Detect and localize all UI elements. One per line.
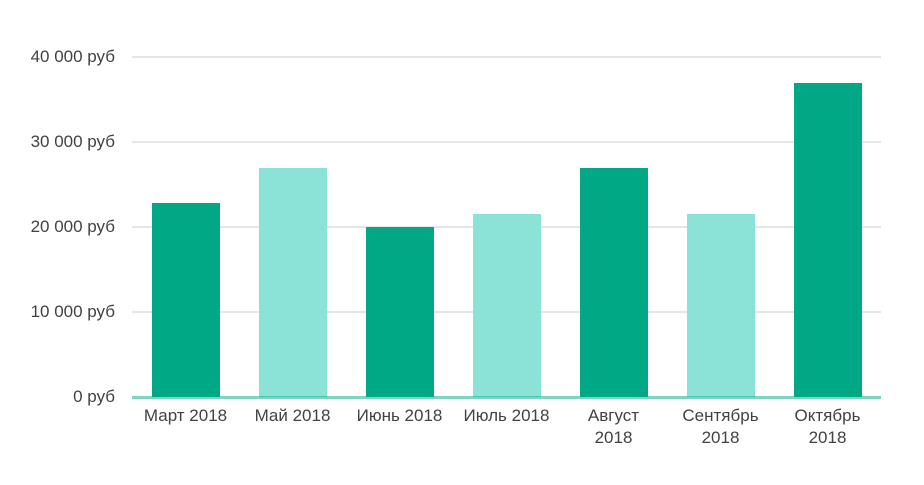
x-axis-tick-label: Март 2018 xyxy=(132,405,239,427)
x-axis-tick-label-line: Июль 2018 xyxy=(463,406,550,425)
x-axis-tick-label-line: Октябрь xyxy=(794,406,861,425)
bar-6[interactable] xyxy=(686,214,755,397)
x-axis: Март 2018 Май 2018 Июнь 2018 Июль 2018 Авгус… xyxy=(132,405,881,455)
x-axis-tick-label: Октябрь 2018 xyxy=(774,405,881,449)
plot-area xyxy=(132,56,881,399)
bar-4[interactable] xyxy=(472,214,541,397)
y-axis-tick-label: 20 000 руб xyxy=(30,217,115,236)
y-axis-tick-label: 30 000 руб xyxy=(30,132,115,151)
x-axis-tick-label-line: Июнь 2018 xyxy=(356,406,443,425)
y-axis-tick-label: 40 000 руб xyxy=(30,47,115,66)
x-axis-tick-label-line: Март 2018 xyxy=(143,406,228,425)
x-axis-line xyxy=(132,396,881,399)
y-axis: 40 000 руб 30 000 руб 20 000 руб 10 000 руб… xyxy=(0,47,115,406)
bar-2[interactable] xyxy=(258,167,327,397)
bar-3[interactable] xyxy=(365,227,434,397)
gridline xyxy=(132,141,881,143)
y-axis-tick-label: 10 000 руб xyxy=(30,302,115,321)
x-axis-tick-label-line: 2018 xyxy=(701,428,740,447)
gridline xyxy=(132,56,881,58)
x-axis-tick-label-line: Август xyxy=(587,406,640,425)
y-axis-tick-label: 0 руб xyxy=(73,387,115,406)
x-axis-tick-label-line: Май 2018 xyxy=(254,406,331,425)
x-axis-tick-label-line: 2018 xyxy=(594,428,633,447)
x-axis-tick-label: Август 2018 xyxy=(560,405,667,449)
bar-1[interactable] xyxy=(151,203,220,397)
bar-5[interactable] xyxy=(579,167,648,397)
x-axis-tick-label: Июнь 2018 xyxy=(346,405,453,427)
x-axis-tick-label-line: 2018 xyxy=(808,428,847,447)
x-axis-tick-label: Сентябрь 2018 xyxy=(667,405,774,449)
bar-7[interactable] xyxy=(793,82,862,397)
x-axis-tick-label: Май 2018 xyxy=(239,405,346,427)
x-axis-tick-label: Июль 2018 xyxy=(453,405,560,427)
x-axis-tick-label-line: Сентябрь xyxy=(682,406,759,425)
